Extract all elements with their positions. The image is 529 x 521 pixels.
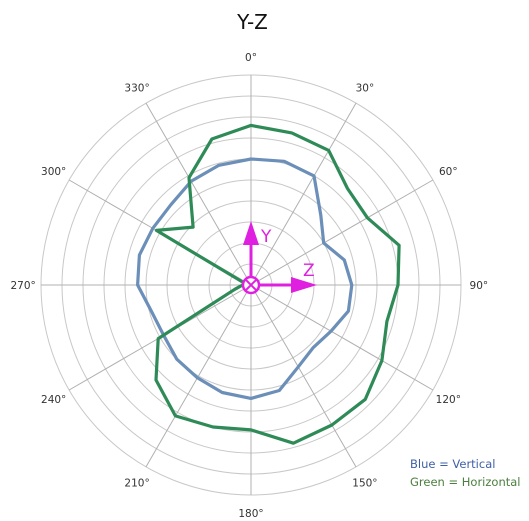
- grid-spoke: [250, 102, 357, 286]
- chart-title: Y-Z: [237, 10, 268, 34]
- angle-tick-label: 330°: [124, 83, 149, 95]
- angle-tick-label: 240°: [41, 394, 66, 406]
- angle-tick-label: 0°: [245, 52, 257, 64]
- axis-markers: YZ: [241, 221, 317, 295]
- y-axis-label: Y: [260, 227, 272, 247]
- angle-tick-label: 120°: [436, 394, 461, 406]
- angle-tick-label: 150°: [352, 477, 377, 489]
- origin-cross-b: [245, 279, 257, 291]
- angle-tick-labels: 0° 30° 60° 90° 120° 150° 180° 210° 240° 270° 300° 3…: [11, 52, 489, 520]
- legend-entry-horizontal: Green = Horizontal: [410, 475, 521, 489]
- grid-spoke: [145, 102, 252, 286]
- angle-tick-label: 30°: [356, 83, 375, 95]
- z-axis-arrow-head: [291, 277, 317, 293]
- y-axis-arrow-head: [243, 221, 259, 245]
- grid-spoke: [250, 284, 434, 391]
- legend-entry-vertical: Blue = Vertical: [410, 457, 496, 471]
- angle-tick-label: 300°: [41, 166, 66, 178]
- angle-tick-label: 60°: [439, 166, 458, 178]
- angle-tick-label: 90°: [470, 280, 489, 292]
- angle-tick-label: 180°: [238, 508, 263, 520]
- series-group: [136, 123, 401, 445]
- grid-spoke: [145, 284, 252, 468]
- z-axis-label: Z: [303, 261, 315, 281]
- grid-spoke: [250, 179, 434, 286]
- angle-tick-label: 210°: [124, 477, 149, 489]
- legend: Blue = Vertical Green = Horizontal: [410, 455, 521, 491]
- series-line-vertical: [136, 157, 354, 400]
- series-line-horizontal: [154, 123, 401, 445]
- grid-spoke: [250, 284, 357, 468]
- angle-tick-label: 270°: [11, 280, 36, 292]
